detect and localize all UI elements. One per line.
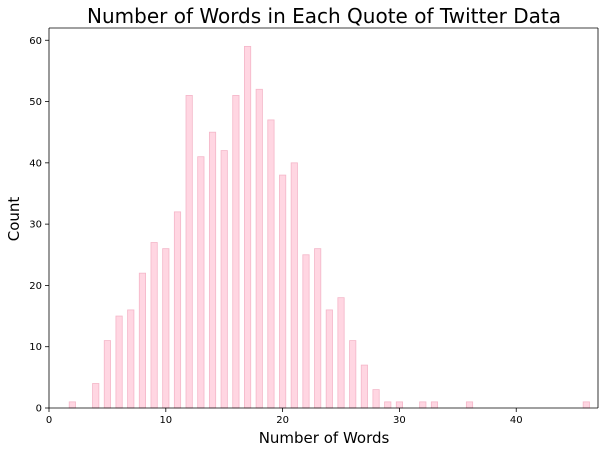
x-tick-label: 0: [46, 415, 52, 426]
bar: [384, 401, 392, 409]
bar: [279, 174, 287, 409]
y-tick-label: 40: [29, 158, 42, 169]
bars-group: [68, 45, 590, 409]
axes-group: [48, 27, 599, 409]
bar: [349, 340, 357, 409]
bar: [325, 309, 333, 409]
bar: [150, 242, 158, 409]
bar: [302, 254, 310, 409]
bar: [162, 248, 170, 409]
x-tick-label: 40: [510, 415, 523, 426]
bar: [267, 119, 275, 409]
bar: [173, 211, 182, 409]
y-tick-label: 10: [29, 342, 42, 353]
x-tick-label: 20: [276, 415, 289, 426]
bar: [127, 309, 135, 409]
x-tick-label: 10: [159, 415, 172, 426]
bar: [582, 401, 590, 409]
bar: [92, 383, 100, 409]
ticks-group: 0 10 20 30 40 0 10 20 30 40 50 60: [29, 36, 522, 426]
bar: [197, 156, 205, 409]
bar: [138, 272, 147, 409]
bar: [395, 401, 403, 409]
bar: [208, 131, 217, 409]
y-tick-label: 60: [29, 36, 42, 47]
bar: [314, 248, 322, 409]
bar: [337, 297, 345, 409]
bar: [255, 88, 263, 409]
bar: [419, 401, 427, 409]
y-tick-label: 50: [29, 97, 42, 108]
bar: [68, 401, 76, 409]
bar: [372, 389, 380, 409]
bar: [430, 401, 439, 409]
y-tick-label: 0: [36, 404, 42, 415]
bar: [185, 95, 193, 409]
chart-title: Number of Words in Each Quote of Twitter…: [87, 4, 561, 28]
bar: [220, 150, 228, 409]
bar: [232, 95, 240, 409]
bar: [465, 401, 474, 409]
bar: [103, 340, 111, 409]
y-axis-label: Count: [5, 197, 23, 242]
bar: [244, 45, 252, 409]
bar: [115, 315, 123, 409]
y-tick-label: 20: [29, 281, 42, 292]
bar: [360, 364, 368, 409]
y-tick-label: 30: [29, 220, 42, 231]
bar: [290, 162, 298, 409]
x-axis-label: Number of Words: [259, 429, 390, 447]
x-tick-label: 30: [393, 415, 406, 426]
